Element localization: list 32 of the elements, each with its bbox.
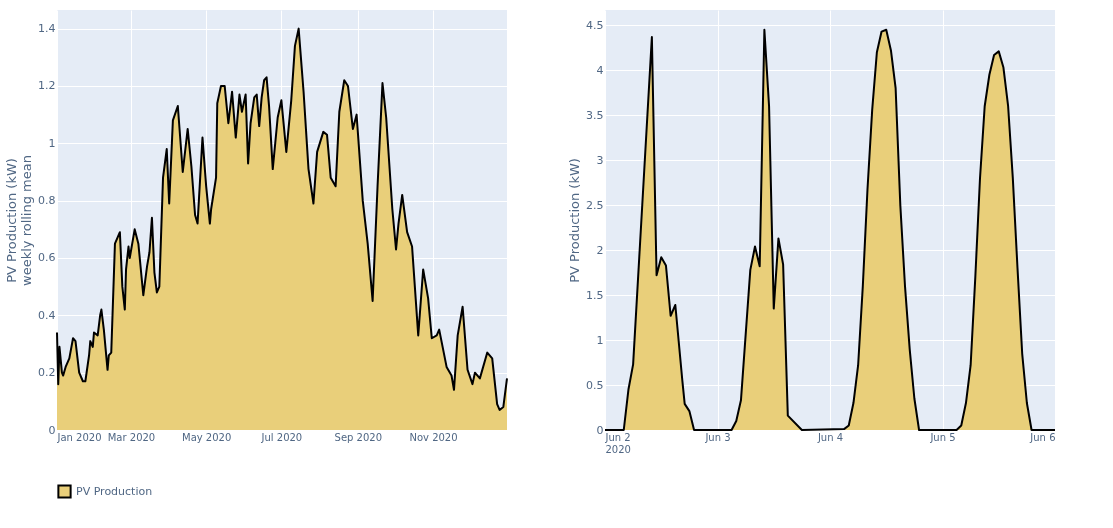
y-tick-label: 0.2 xyxy=(38,366,56,380)
x-tick-label: Jun 3 xyxy=(704,431,731,443)
x-tick-label: Sep 2020 xyxy=(334,431,383,443)
y-tick-label: 1.2 xyxy=(38,79,56,93)
y-tick-label: 0.8 xyxy=(38,194,56,208)
y-axis-title: PV Production (kW) xyxy=(567,158,583,283)
y-axis-title: PV Production (kW) weekly rolling mean xyxy=(4,155,35,286)
x-tick-label: Jun 4 xyxy=(816,431,844,443)
x-tick-label: Jun 2 2020 xyxy=(604,431,631,455)
x-tick-label: Mar 2020 xyxy=(107,431,156,443)
x-tick-label: Jul 2020 xyxy=(260,431,303,443)
y-tick-label: 4 xyxy=(596,63,604,77)
y-tick-label: 2.5 xyxy=(586,198,604,212)
y-tick-label: 1.4 xyxy=(38,22,56,36)
x-tick-label: Jan 2020 xyxy=(56,431,102,443)
y-tick-label: 1.5 xyxy=(586,288,604,302)
y-tick-label: 3.5 xyxy=(586,108,604,122)
y-tick-label: 2 xyxy=(596,243,604,257)
y-tick-label: 0 xyxy=(596,423,604,437)
y-tick-label: 1 xyxy=(596,333,604,347)
y-tick-label: 4.5 xyxy=(586,18,604,32)
x-tick-label: Jun 6 xyxy=(1029,431,1056,443)
legend-label: PV Production xyxy=(76,484,153,498)
y-tick-label: 0.6 xyxy=(38,251,56,265)
y-tick-label: 3 xyxy=(596,153,604,167)
x-tick-label: May 2020 xyxy=(182,431,232,443)
x-tick-label: Nov 2020 xyxy=(409,431,458,443)
y-tick-label: 0 xyxy=(48,423,56,437)
y-tick-label: 1 xyxy=(48,136,56,150)
x-tick-label: Jun 5 xyxy=(929,431,956,443)
y-tick-label: 0.5 xyxy=(586,378,604,392)
y-tick-label: 0.4 xyxy=(38,308,56,322)
